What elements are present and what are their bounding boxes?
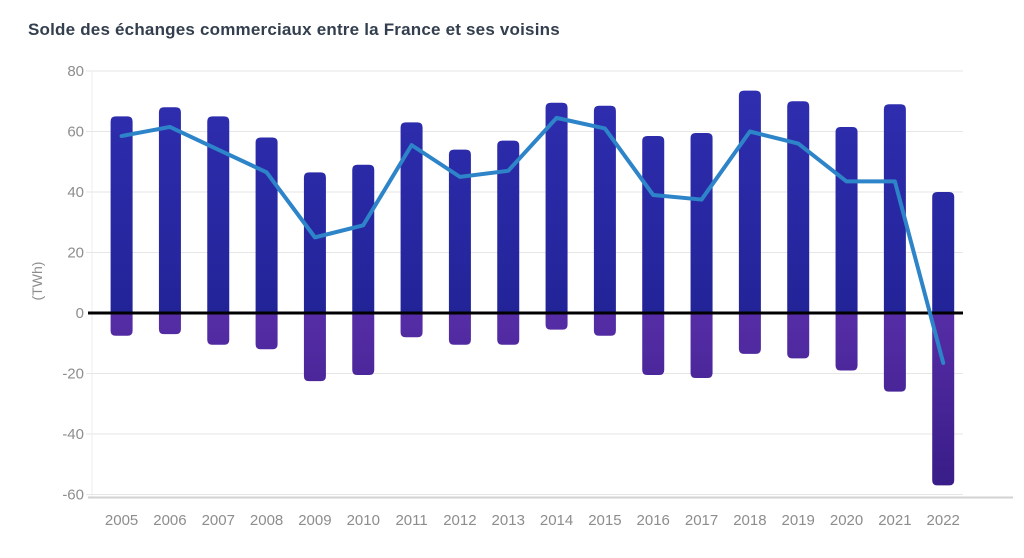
x-tick-label-2007: 2007 [202,512,235,529]
y-tick-label--40: -40 [62,426,84,443]
bar-negative-2013 [497,313,520,345]
bar-negative-2021 [883,313,906,392]
bar-positive-2012 [448,149,471,313]
x-tick-label-2018: 2018 [733,512,766,529]
y-tick-label-40: 40 [67,184,84,201]
bar-negative-2016 [642,313,665,376]
y-tick-label--20: -20 [62,366,84,383]
bar-negative-2012 [448,313,471,345]
bar-negative-2022 [932,313,955,486]
bar-negative-2015 [593,313,616,336]
bar-negative-2020 [835,313,858,371]
chart-title: Solde des échanges commerciaux entre la … [28,20,560,39]
bar-positive-2014 [545,102,568,313]
y-tick-label-60: 60 [67,124,84,141]
bar-negative-2009 [303,313,326,382]
x-tick-label-2020: 2020 [830,512,863,529]
y-tick-label-0: 0 [76,305,84,322]
x-tick-label-2009: 2009 [298,512,331,529]
x-tick-label-2011: 2011 [395,512,427,529]
x-tick-label-2016: 2016 [637,512,670,529]
x-tick-label-2021: 2021 [878,512,911,529]
solde-line [119,115,946,365]
bar-positive-2019 [787,101,810,313]
bar-negative-2005 [110,313,133,336]
bar-positive-2020 [835,126,858,314]
x-tick-label-2010: 2010 [347,512,380,529]
bar-negative-2011 [400,313,423,338]
bar-negative-2017 [690,313,713,379]
x-tick-label-2022: 2022 [927,512,960,529]
bar-negative-2014 [545,313,568,330]
bar-positive-2009 [303,172,326,313]
x-tick-label-2006: 2006 [153,512,186,529]
x-tick-label-2012: 2012 [443,512,476,529]
y-tick-label-80: 80 [67,63,84,80]
bar-positive-2015 [593,105,616,313]
x-tick-label-2019: 2019 [782,512,815,529]
x-tick-label-2005: 2005 [105,512,138,529]
bar-positive-2021 [883,104,906,314]
bar-positive-2005 [110,116,133,313]
bar-positive-2010 [352,164,375,313]
y-tick-label--60: -60 [62,487,84,504]
bar-positive-2017 [690,133,713,313]
bar-positive-2018 [738,90,761,313]
bar-positive-2006 [158,107,181,313]
x-tick-label-2014: 2014 [540,512,573,529]
bar-negative-2007 [207,313,230,345]
x-tick-label-2017: 2017 [685,512,718,529]
bar-negative-2008 [255,313,278,350]
bar-negative-2019 [787,313,810,359]
bar-positive-2008 [255,137,278,313]
bar-positive-2016 [642,136,665,313]
bar-positive-2007 [207,116,230,313]
x-tick-label-2015: 2015 [588,512,621,529]
x-tick-label-2008: 2008 [250,512,283,529]
bar-positive-2011 [400,122,423,313]
bar-negative-2010 [352,313,375,376]
bar-positive-2013 [497,140,520,313]
bar-negative-2006 [158,313,181,335]
bar-negative-2018 [738,313,761,354]
bar-positive-2022 [932,192,955,313]
y-tick-label-20: 20 [67,245,84,262]
x-tick-label-2013: 2013 [492,512,525,529]
